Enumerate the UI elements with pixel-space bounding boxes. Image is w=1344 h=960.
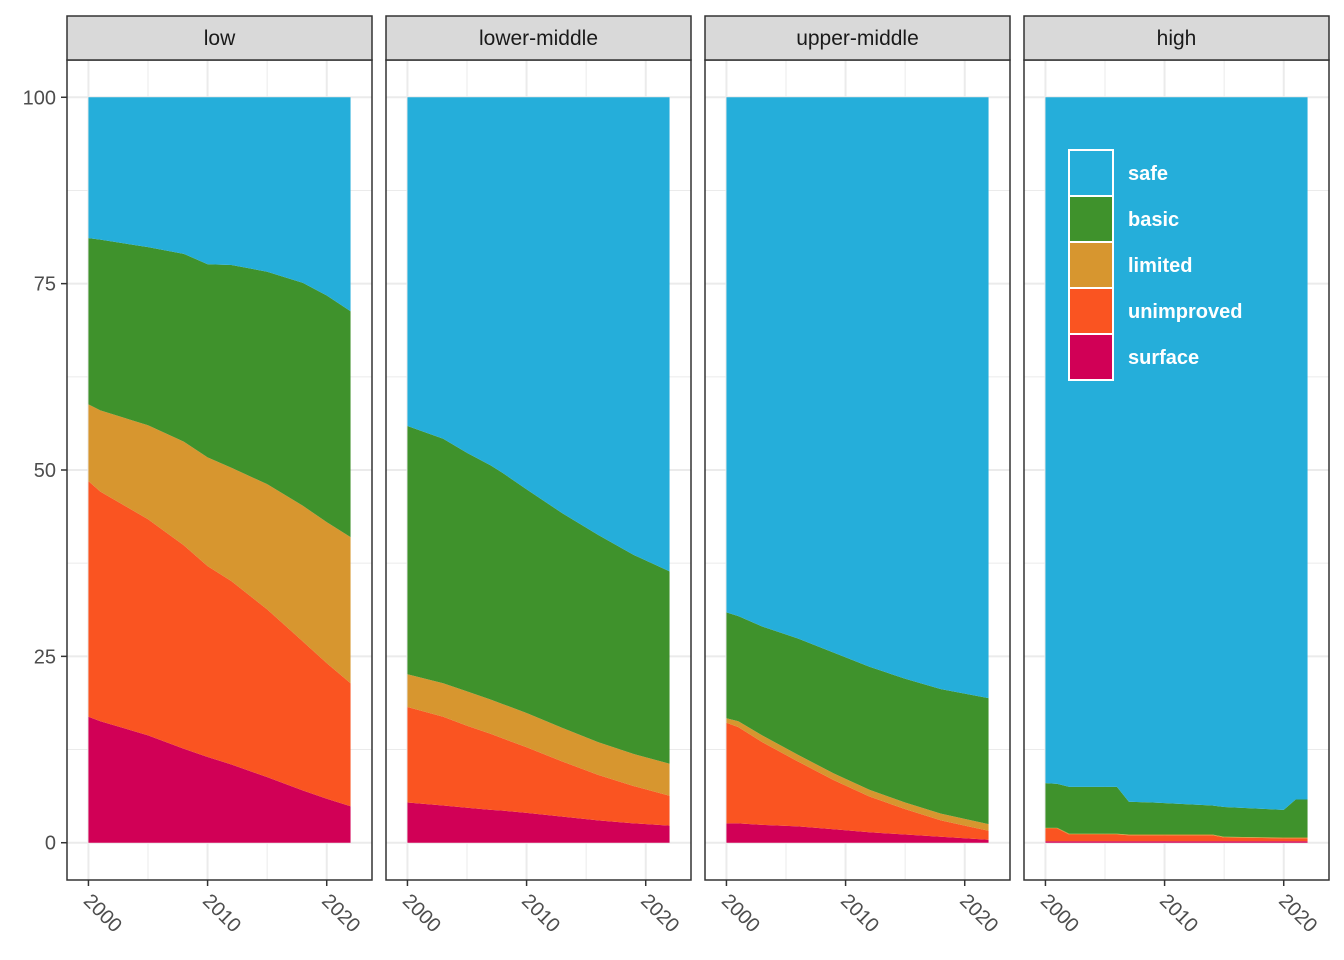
- x-tick-label: 2000: [717, 890, 764, 937]
- x-tick-label: 2010: [517, 890, 564, 937]
- strip-label: lower-middle: [479, 27, 598, 50]
- y-tick-label: 25: [34, 646, 56, 668]
- strip-background: [1023, 15, 1330, 61]
- strip-label: low: [204, 27, 236, 50]
- legend-key-limited: [1068, 241, 1114, 289]
- legend-label-basic: basic: [1128, 209, 1179, 231]
- legend-label-unimproved: unimproved: [1128, 301, 1242, 323]
- strip-background: [385, 15, 692, 61]
- y-tick-label: 0: [45, 833, 56, 855]
- x-tick-label: 2010: [836, 890, 883, 937]
- legend-label-limited: limited: [1128, 255, 1192, 277]
- x-tick-label: 2000: [398, 890, 445, 937]
- x-axis: 2000 2010 2020: [1036, 880, 1321, 937]
- strip-label: upper-middle: [796, 27, 919, 50]
- area-basic: [726, 612, 989, 825]
- x-axis: 2000 2010 2020: [79, 880, 364, 937]
- y-tick-label: 75: [34, 274, 56, 296]
- panel-low: low 2000 2010 2020: [66, 15, 373, 937]
- panel-lower-middle: lower-middle 2000 2010 2020: [385, 15, 692, 937]
- area-layers: [88, 97, 351, 843]
- legend-key-unimproved: [1068, 287, 1114, 335]
- x-tick-label: 2020: [636, 890, 683, 937]
- area-limited: [726, 718, 989, 831]
- x-tick-label: 2020: [1274, 890, 1321, 937]
- area-unimproved: [1045, 828, 1308, 842]
- area-surface: [726, 823, 989, 843]
- x-tick-label: 2020: [955, 890, 1002, 937]
- legend-key-surface: [1068, 333, 1114, 381]
- strip-background: [704, 15, 1011, 61]
- y-tick-label: 50: [34, 460, 56, 482]
- y-tick-label: 100: [23, 87, 56, 109]
- area-surface: [407, 802, 670, 843]
- area-unimproved: [726, 722, 989, 840]
- x-axis: 2000 2010 2020: [398, 880, 683, 937]
- area-limited: [407, 674, 670, 796]
- legend: safe basic limited unimproved surface: [1068, 149, 1242, 381]
- x-tick-label: 2010: [198, 890, 245, 937]
- x-tick-label: 2000: [79, 890, 126, 937]
- area-limited: [88, 404, 351, 684]
- legend-key-basic: [1068, 195, 1114, 243]
- area-surface: [1045, 841, 1308, 843]
- area-basic: [88, 238, 351, 538]
- x-tick-label: 2010: [1155, 890, 1202, 937]
- x-tick-label: 2000: [1036, 890, 1083, 937]
- strip-label: high: [1157, 27, 1197, 50]
- area-basic: [1045, 783, 1308, 838]
- x-tick-label: 2020: [317, 890, 364, 937]
- y-axis: 0 25 50 75 100: [23, 87, 67, 855]
- area-basic: [407, 426, 670, 764]
- x-axis: 2000 2010 2020: [717, 880, 1002, 937]
- legend-label-surface: surface: [1128, 347, 1199, 369]
- strip-background: [66, 15, 373, 61]
- panel-upper-middle: upper-middle 2000 2010 2020: [704, 15, 1011, 937]
- legend-key-safe: [1068, 149, 1114, 197]
- legend-label-safe: safe: [1128, 163, 1168, 185]
- area-safe: [726, 97, 989, 699]
- area-layers: [407, 97, 670, 843]
- area-safe: [407, 97, 670, 572]
- area-unimproved: [407, 707, 670, 826]
- area-layers: [726, 97, 989, 843]
- panel-high: high 2000 2010 2020: [1023, 15, 1330, 937]
- area-safe: [88, 97, 351, 312]
- area-surface: [88, 716, 351, 843]
- area-unimproved: [88, 481, 351, 807]
